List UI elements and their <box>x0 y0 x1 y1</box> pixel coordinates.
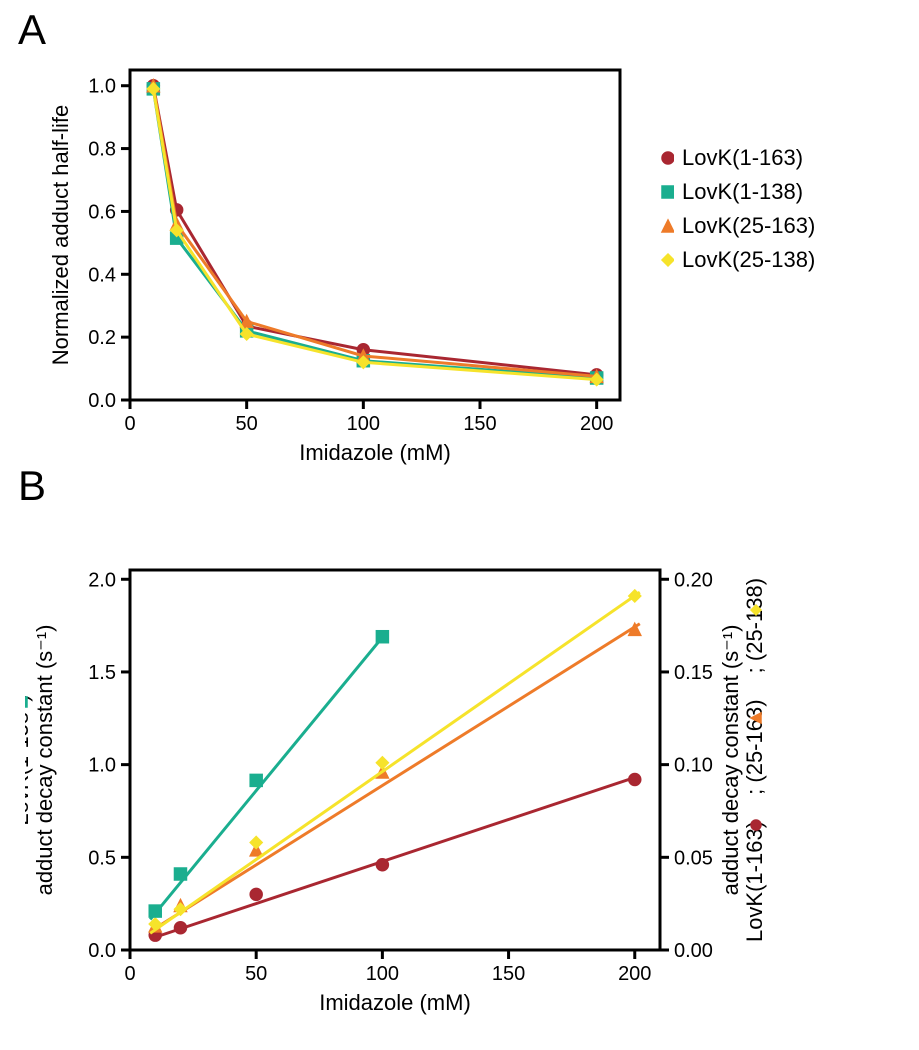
data-point <box>174 868 186 880</box>
data-point <box>376 631 388 643</box>
panel-b-label: B <box>18 462 46 510</box>
ytick-left-label: 2.0 <box>88 569 116 591</box>
legend-label: LovK(1-138) <box>682 179 803 205</box>
ytick-left-label: 1.5 <box>88 662 116 684</box>
panel-b-chart: 0 50 100 150 200 0.0 0.5 1.0 1.5 2.0 0.00 0.05 0.10 0… <box>25 540 810 1030</box>
left-label-marker-icon <box>25 697 27 707</box>
xtick-label: 150 <box>463 413 496 435</box>
xtick-label: 50 <box>245 963 267 985</box>
data-point <box>174 922 186 934</box>
figure-container: A 0501001502000.00.20.40.60.81.0Imidazol… <box>0 0 919 1050</box>
ytick-label: 1.0 <box>88 76 116 98</box>
xtick-label: 100 <box>347 413 380 435</box>
x-axis-label: Imidazole (mM) <box>299 440 451 465</box>
legend-marker-icon <box>660 253 674 267</box>
legend-label: LovK(1-163) <box>682 145 803 171</box>
data-point <box>629 773 641 785</box>
ytick-right-label: 0.15 <box>674 662 713 684</box>
legend-marker-icon <box>660 185 674 199</box>
legend-marker-icon <box>660 219 674 233</box>
y-axis-label: Normalized adduct half-life <box>48 105 73 365</box>
xtick-label: 150 <box>492 963 525 985</box>
ytick-right-label: 0.00 <box>674 940 713 962</box>
panel-a-svg: 0 50 100 150 200 0.0 0.2 0.4 0.6 0.8 1.0 Imidazole … <box>40 40 640 480</box>
ytick-right-label: 0.05 <box>674 847 713 869</box>
xtick-label: 100 <box>366 963 399 985</box>
ytick-label: 0.2 <box>88 327 116 349</box>
legend-item: LovK(1-163) <box>660 145 815 171</box>
y-axis-right-label-1: adduct decay constant (s⁻¹) <box>718 625 743 896</box>
y-axis-right-label-2: LovK(1-163) ; (25-163) ; (25-138) <box>742 578 767 942</box>
ytick-label: 0.4 <box>88 264 116 286</box>
xtick-label: 200 <box>580 413 613 435</box>
ytick-label: 0.8 <box>88 139 116 161</box>
circle-icon <box>751 820 761 830</box>
legend-label: LovK(25-163) <box>682 213 815 239</box>
legend-marker-icon <box>660 151 674 165</box>
panel-b-svg: 0 50 100 150 200 0.0 0.5 1.0 1.5 2.0 0.00 0.05 0.10 0… <box>25 540 810 1030</box>
data-point <box>376 859 388 871</box>
data-point <box>250 888 262 900</box>
legend-item: LovK(25-163) <box>660 213 815 239</box>
panel-a-chart: 0 50 100 150 200 0.0 0.2 0.4 0.6 0.8 1.0 Imidazole … <box>40 40 640 480</box>
y-axis-left-label-2: adduct decay constant (s⁻¹) <box>32 625 57 896</box>
legend-item: LovK(25-138) <box>660 247 815 273</box>
legend-item: LovK(1-138) <box>660 179 815 205</box>
xtick-label: 0 <box>124 413 135 435</box>
x-axis-label: Imidazole (mM) <box>319 990 471 1015</box>
svg-text:adduct decay constant (s⁻¹): adduct decay constant (s⁻¹) <box>718 625 743 896</box>
panel-a-legend: LovK(1-163) LovK(1-138) LovK(25-163) LovK(2… <box>660 145 815 281</box>
ytick-left-label: 1.0 <box>88 755 116 777</box>
ytick-right-label: 0.10 <box>674 755 713 777</box>
ytick-right-label: 0.20 <box>674 569 713 591</box>
xtick-label: 200 <box>618 963 651 985</box>
data-point <box>250 774 262 786</box>
xtick-label: 0 <box>124 963 135 985</box>
ytick-left-label: 0.5 <box>88 847 116 869</box>
legend-label: LovK(25-138) <box>682 247 815 273</box>
data-point <box>149 905 161 917</box>
ytick-left-label: 0.0 <box>88 940 116 962</box>
xtick-label: 50 <box>236 413 258 435</box>
ytick-label: 0.0 <box>88 390 116 412</box>
ytick-label: 0.6 <box>88 201 116 223</box>
svg-text:adduct decay constant (s⁻¹): adduct decay constant (s⁻¹) <box>32 625 57 896</box>
svg-text:LovK(1-163) ; (: LovK(1-163) ; (25-163) ; (25-138) <box>742 578 767 942</box>
